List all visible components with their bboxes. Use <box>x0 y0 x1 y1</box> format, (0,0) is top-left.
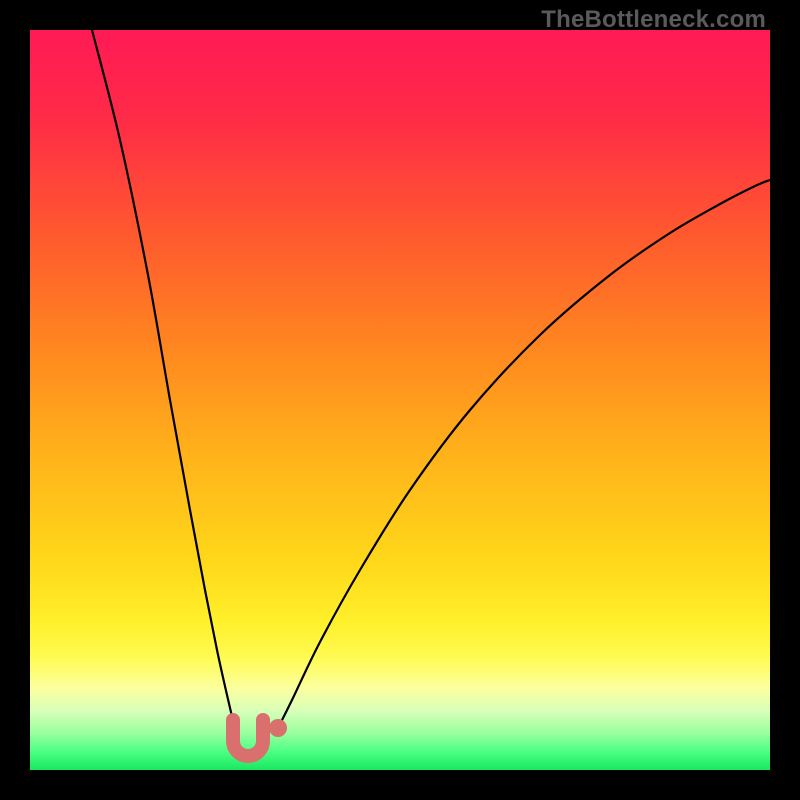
highlight-dot <box>269 719 287 737</box>
chart-frame: TheBottleneck.com <box>0 0 800 800</box>
curve-left <box>92 30 240 748</box>
curves-layer <box>30 30 770 770</box>
watermark-text: TheBottleneck.com <box>541 6 766 34</box>
plot-area <box>30 30 770 770</box>
highlight-u-marker <box>233 720 263 756</box>
curve-right <box>276 180 770 732</box>
